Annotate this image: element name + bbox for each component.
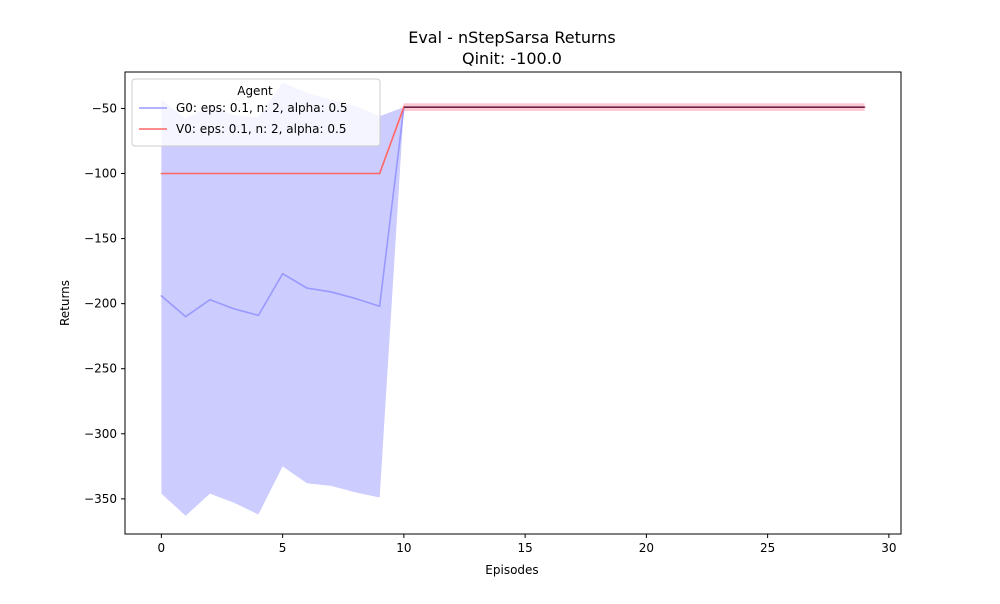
- series-0-point: [233, 308, 235, 310]
- axes-frame: [124, 71, 902, 535]
- x-axis-ticks: 0 5 10 15 20 25 30: [158, 534, 897, 555]
- y-tick-label: −350: [84, 492, 117, 506]
- series-0-point: [330, 291, 332, 293]
- series-1-point: [257, 172, 260, 175]
- series-1-band: [161, 103, 865, 174]
- x-tick-label: 25: [760, 541, 775, 555]
- confidence-bands: [161, 82, 865, 516]
- series-0-point: [378, 305, 381, 308]
- y-axis-ticks: −50 −100 −150 −200 −250 −300 −350: [84, 101, 125, 506]
- plot-area: [160, 82, 866, 516]
- legend-title: Agent: [237, 84, 273, 98]
- x-tick-label: 15: [517, 541, 532, 555]
- series-0-point: [160, 295, 163, 297]
- x-tick-label: 10: [396, 541, 411, 555]
- legend-label-0: G0: eps: 0.1, n: 2, alpha: 0.5: [176, 101, 348, 115]
- legend-label-1: V0: eps: 0.1, n: 2, alpha: 0.5: [176, 122, 346, 136]
- x-tick-label: 5: [279, 541, 287, 555]
- y-axis-label: Returns: [58, 280, 72, 326]
- series-1-point: [160, 172, 163, 175]
- series-1-point: [306, 172, 308, 175]
- y-tick-label: −50: [92, 101, 117, 115]
- y-tick-label: −150: [84, 232, 117, 246]
- series-1-point: [354, 172, 357, 175]
- series-0-point: [184, 315, 187, 318]
- legend-entries: G0: eps: 0.1, n: 2, alpha: 0.5 V0: eps: 0…: [139, 101, 348, 136]
- x-axis-label: Episodes: [485, 563, 538, 577]
- x-tick-label: 0: [158, 541, 166, 555]
- series-0-point: [209, 298, 211, 301]
- y-tick-label: −250: [84, 362, 117, 376]
- chart-subtitle: Qinit: -100.0: [462, 49, 562, 68]
- y-tick-label: −100: [84, 167, 117, 181]
- x-tick-label: 30: [881, 541, 896, 555]
- chart-title: Eval - nStepSarsa Returns: [408, 28, 616, 47]
- series-0-point: [281, 272, 284, 275]
- series-lines: [160, 106, 866, 318]
- series-1-point: [209, 172, 211, 175]
- series-1-point: [378, 172, 381, 175]
- y-tick-label: −300: [84, 427, 117, 441]
- legend-box: [131, 78, 381, 147]
- legend: Agent G0: eps: 0.1, n: 2, alpha: 0.5 V0: …: [131, 78, 381, 147]
- series-0-point: [354, 297, 357, 300]
- series-1-point: [184, 172, 187, 175]
- series-0-band: [161, 82, 865, 516]
- series-1-point: [233, 172, 235, 175]
- series-0-point: [257, 314, 260, 317]
- series-1-point: [281, 172, 284, 175]
- series-0-point: [306, 287, 308, 289]
- y-tick-label: −200: [84, 297, 117, 311]
- series-1-point: [330, 172, 332, 175]
- x-tick-label: 20: [639, 541, 654, 555]
